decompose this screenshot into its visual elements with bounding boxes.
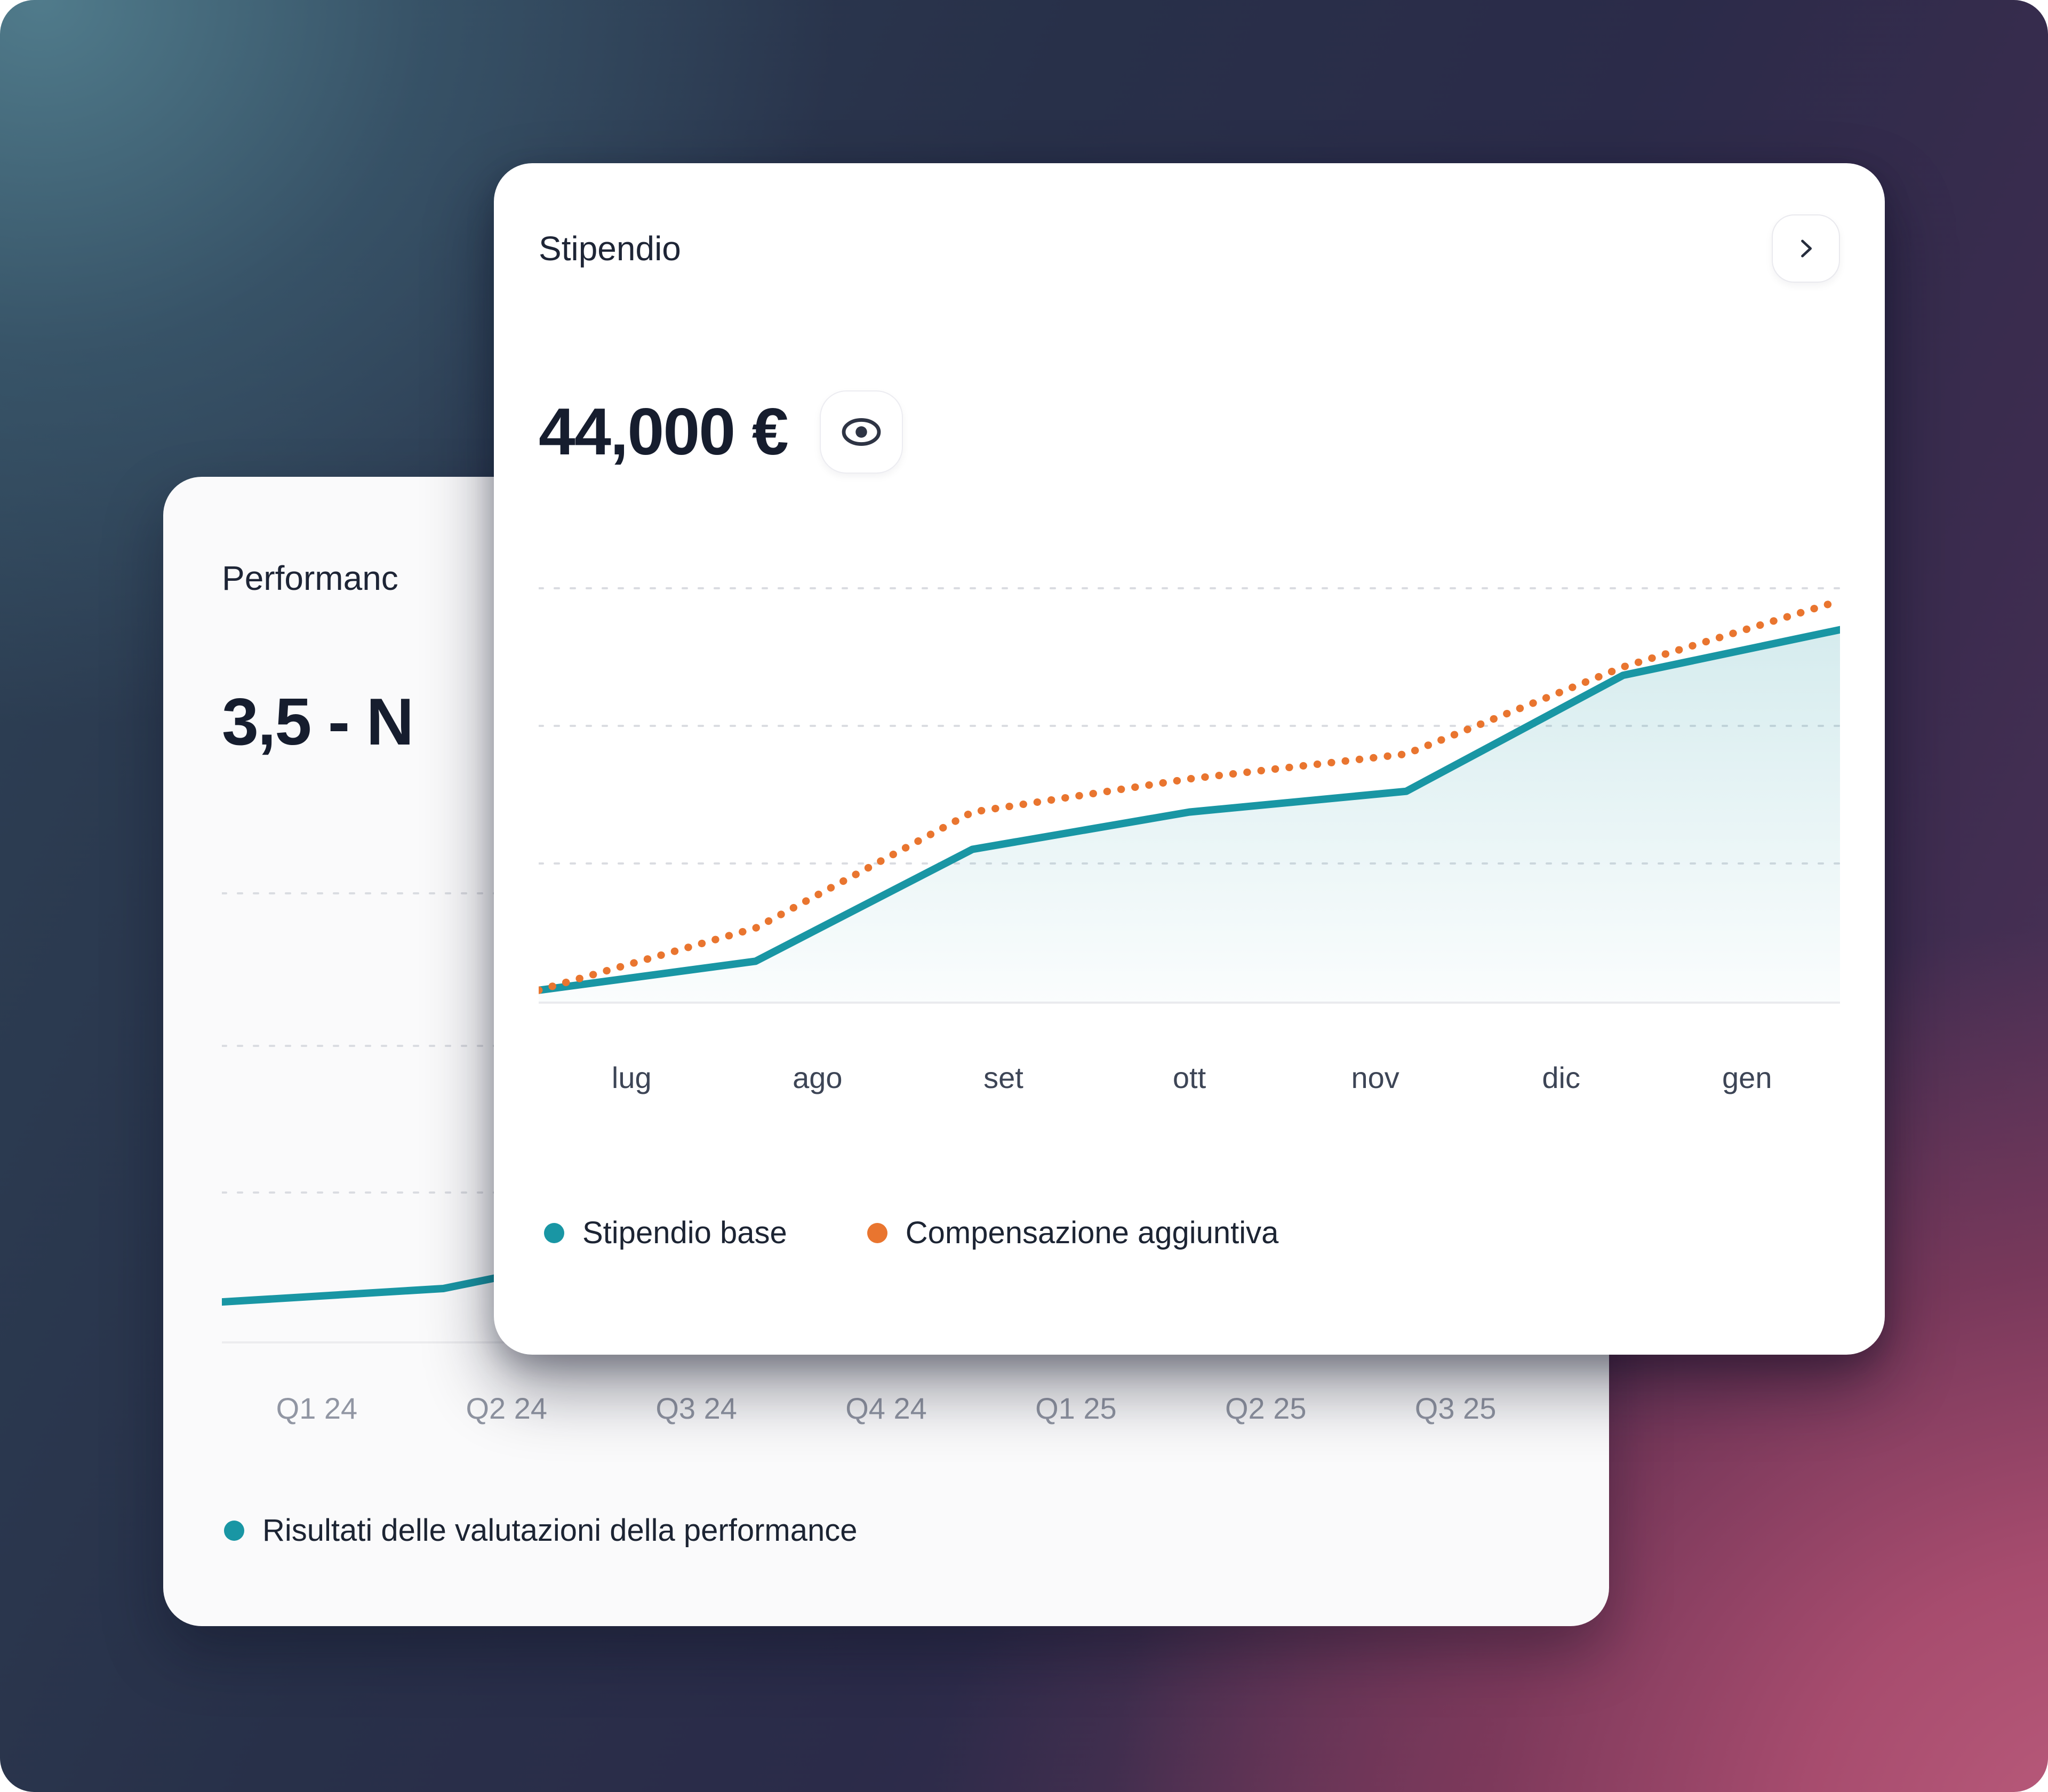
salary-x-axis-labels: lug ago set ott nov dic gen (539, 1059, 1840, 1097)
legend-item: Stipendio base (544, 1214, 787, 1252)
x-axis-label: Q1 24 (276, 1391, 358, 1425)
legend-label: Risultati delle valutazioni della perfor… (262, 1513, 858, 1548)
x-axis-label: Q1 25 (1035, 1391, 1117, 1425)
x-axis-label: Q4 24 (845, 1391, 927, 1425)
performance-value: 3,5 - N (222, 685, 414, 759)
legend-label: Compensazione aggiuntiva (905, 1215, 1279, 1250)
x-axis-label: nov (1351, 1061, 1399, 1094)
legend-item: Risultati delle valutazioni della perfor… (224, 1511, 857, 1550)
salary-value: 44,000 € (539, 395, 789, 469)
performance-chart-legend: Risultati delle valutazioni della perfor… (224, 1511, 1550, 1550)
salary-chart-legend: Stipendio base Compensazione aggiuntiva (544, 1214, 1840, 1252)
x-axis-label: Q2 25 (1225, 1391, 1307, 1425)
open-salary-details-button[interactable] (1772, 214, 1840, 283)
x-axis-label: ago (793, 1061, 843, 1094)
eye-icon (842, 418, 881, 446)
x-axis-label: Q3 24 (655, 1391, 737, 1425)
x-axis-label: gen (1722, 1061, 1772, 1094)
legend-dot-icon (867, 1223, 887, 1243)
salary-card: Stipendio 44,000 € lug ago set ott nov dic gen… (494, 163, 1885, 1355)
legend-item: Compensazione aggiuntiva (867, 1214, 1279, 1252)
x-axis-label: dic (1542, 1061, 1580, 1094)
x-axis-label: ott (1172, 1061, 1206, 1094)
area-fill (539, 629, 1840, 1003)
x-axis-label: lug (611, 1061, 652, 1094)
x-axis-label: set (983, 1061, 1023, 1094)
performance-card-title: Performanc (222, 559, 398, 597)
salary-card-title: Stipendio (539, 229, 681, 268)
legend-dot-icon (224, 1521, 244, 1541)
legend-label: Stipendio base (582, 1215, 787, 1250)
performance-x-axis-labels: Q1 24 Q2 24 Q3 24 Q4 24 Q1 25 Q2 25 Q3 25 (222, 1390, 1550, 1427)
toggle-salary-visibility-button[interactable] (819, 390, 903, 474)
chevron-right-icon (1801, 239, 1812, 258)
x-axis-label: Q3 25 (1414, 1391, 1497, 1425)
x-axis-label: Q2 24 (466, 1391, 548, 1425)
series-line-dotted (539, 597, 1840, 994)
salary-chart (539, 587, 1840, 1004)
salary-card-header: Stipendio (539, 163, 1840, 283)
legend-dot-icon (544, 1223, 564, 1243)
salary-value-row: 44,000 € (539, 389, 1840, 475)
series-line-solid (539, 626, 1840, 994)
